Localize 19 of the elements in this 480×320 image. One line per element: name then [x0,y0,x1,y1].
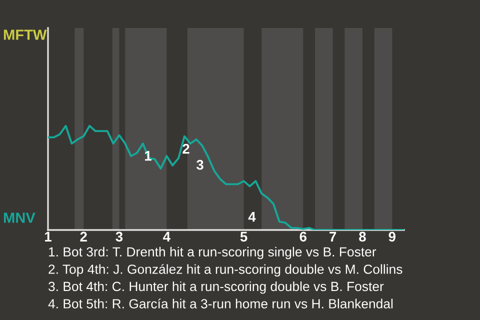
annotation: 4 [248,212,256,222]
x-tick-label: 3 [116,232,123,242]
annotation: 1 [145,151,152,161]
x-tick-label: 6 [300,232,306,242]
text: 4. Bot 5th: R. García hit a 3-run home run vs H. Blankendal [48,298,393,308]
text: 1. Bot 3rd: T. Drenth hit a run-scoring single vs B. Foster [49,246,376,260]
text: 2. Top 4th: J. González hit a run-scoring double vs M. Collins [48,264,402,277]
x-tick-label: 5 [240,232,248,242]
x-tick-label: 2 [80,232,87,242]
x-tick-label: 7 [330,232,336,242]
annotation: 3 [196,160,204,170]
text: 3. Bot 4th: C. Hunter hit a run-scoring double vs B. Foster [48,281,384,294]
x-tick-label: 9 [388,232,396,242]
x-tick-label: 4 [163,232,170,242]
text: MNV [4,212,36,223]
x-tick-label: 1 [45,232,52,242]
annotation: 2 [182,144,190,154]
text: MFTW [4,30,47,40]
x-tick-label: 8 [359,232,366,242]
